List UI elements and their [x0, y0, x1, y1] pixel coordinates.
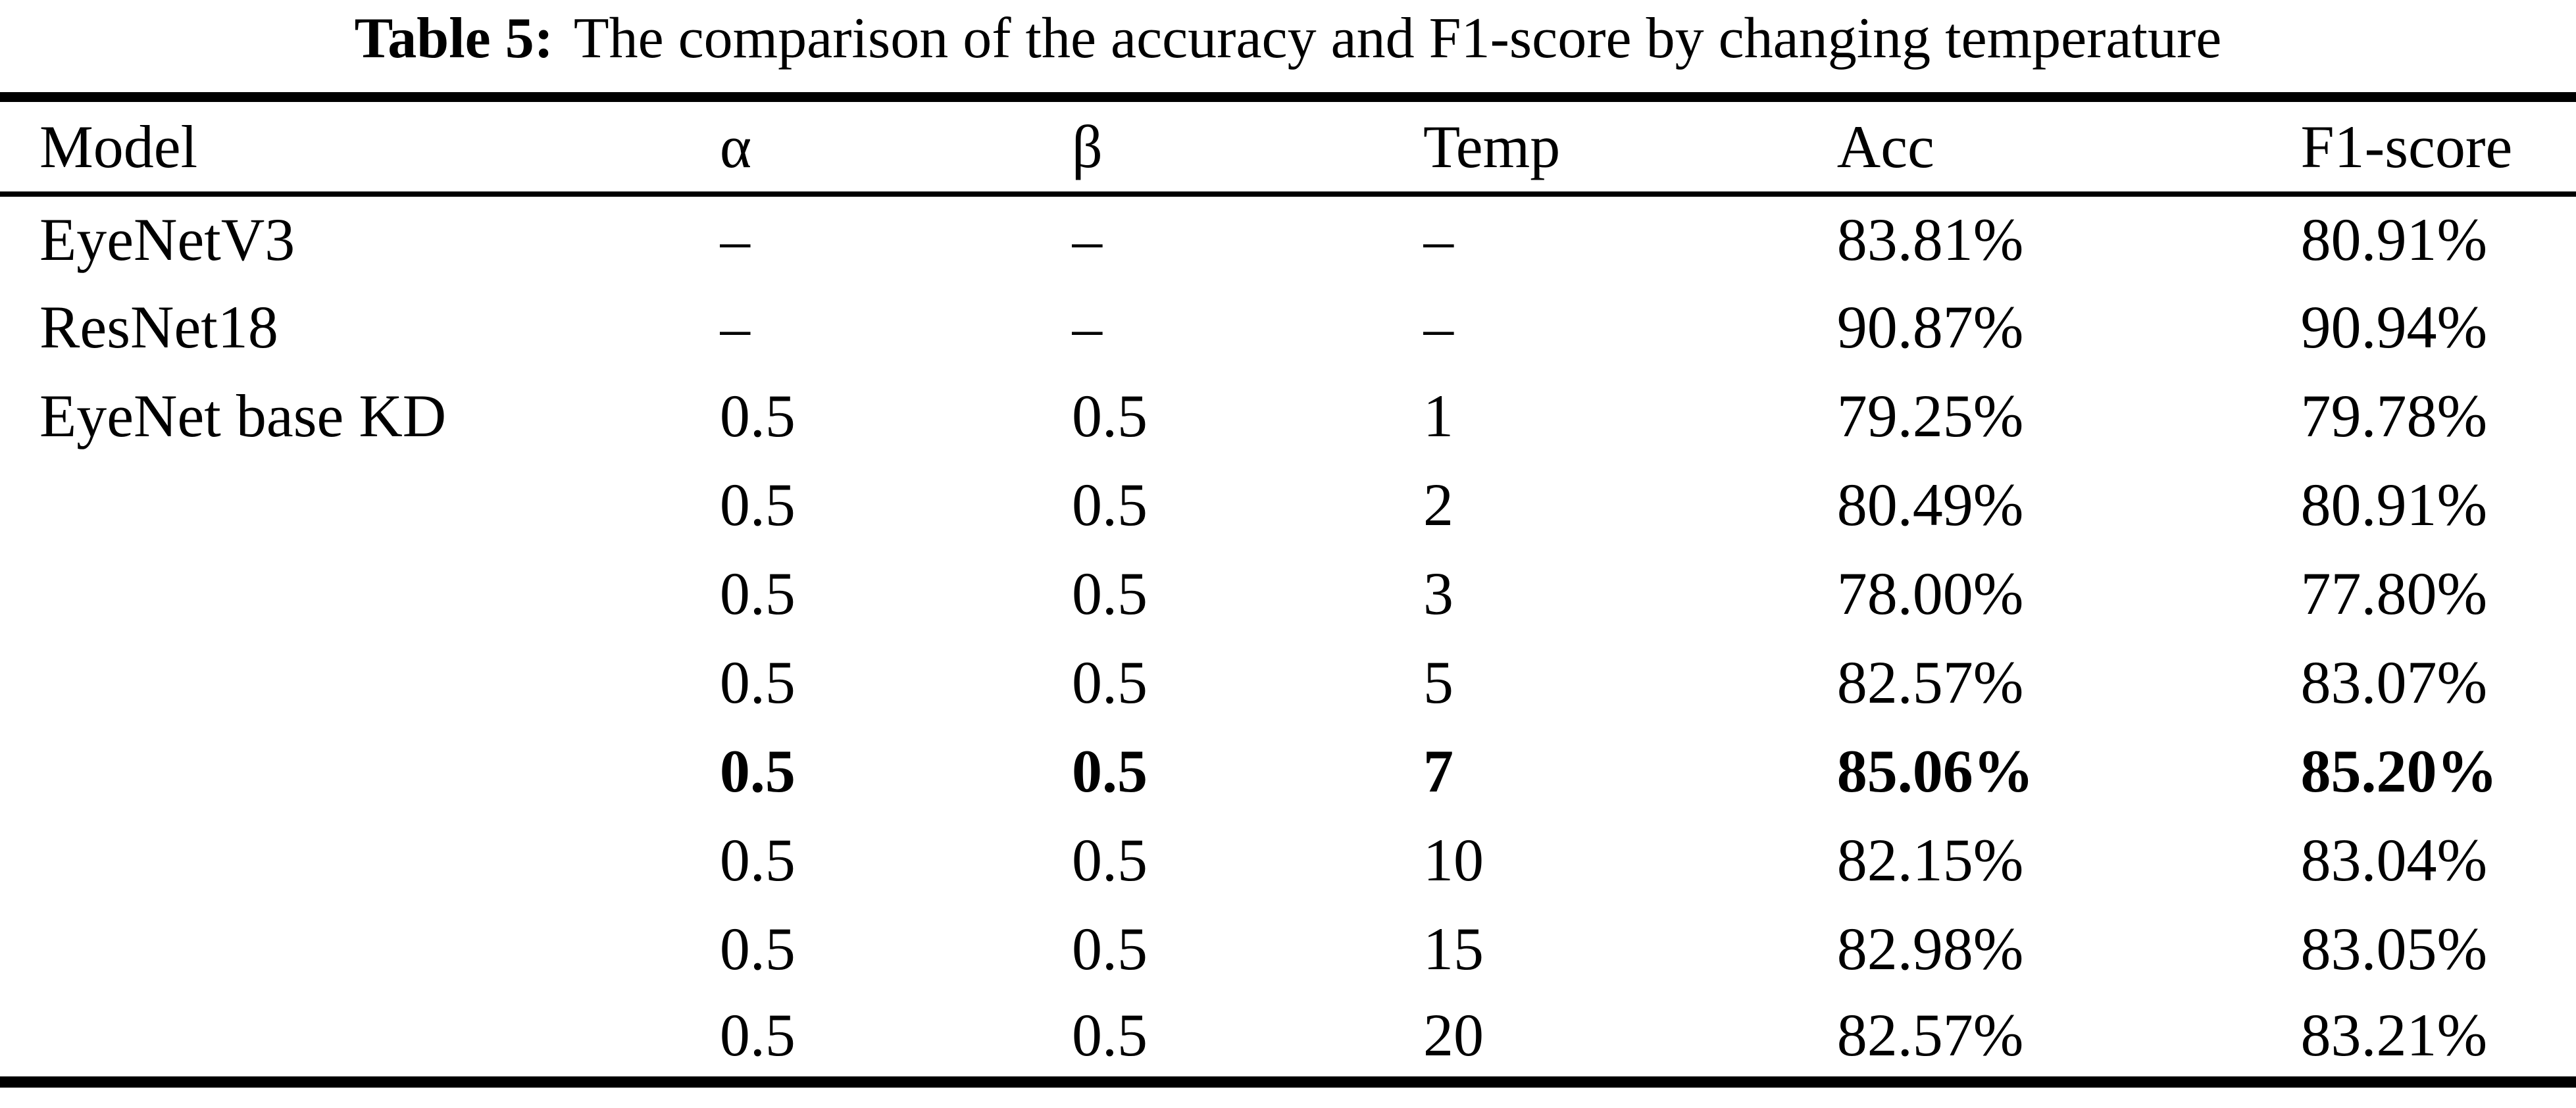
table-cell: 2 — [1423, 471, 1454, 538]
table-caption-text: The comparison of the accuracy and F1-sc… — [573, 7, 2222, 70]
table-cell: 0.5 — [1072, 826, 1148, 894]
table-cell: 1 — [1423, 382, 1454, 449]
column-header-1: α — [719, 97, 1073, 197]
table-cell: 82.57% — [1836, 1001, 2024, 1069]
table-cell: 83.07% — [2300, 649, 2488, 716]
table-cell: 80.49% — [1836, 471, 2024, 538]
table-cell: – — [719, 206, 750, 273]
table-cell: 90.87% — [1836, 293, 2024, 361]
table-cell: – — [1072, 293, 1103, 361]
table-row: 0.5 0.5 7 85.06% 85.20% — [0, 727, 2576, 816]
table-cell: 0.5 — [719, 915, 796, 982]
table-cell: 0.5 — [1072, 738, 1148, 805]
table-cell: 0.5 — [1072, 560, 1148, 627]
table-caption-label: Table 5: — [354, 7, 554, 70]
header-row: Model α β Temp Acc F1-score — [0, 97, 2576, 197]
table-cell: 0.5 — [719, 1001, 796, 1069]
table-cell: 80.91% — [2300, 471, 2488, 538]
table-cell — [0, 638, 720, 727]
table-cell: 10 — [1423, 826, 1484, 894]
table-cell: 78.00% — [1836, 560, 2024, 627]
table-cell: 80.91% — [2300, 206, 2488, 273]
table-cell: 0.5 — [719, 382, 796, 449]
table-row: 0.5 0.5 2 80.49% 80.91% — [0, 461, 2576, 549]
table-cell: 77.80% — [2300, 560, 2488, 627]
table-row: EyeNetV3 – – – 83.81% 80.91% — [0, 194, 2576, 283]
table-cell: EyeNetV3 — [39, 206, 295, 273]
table-cell — [0, 994, 720, 1082]
table-cell: 3 — [1423, 560, 1454, 627]
table-cell — [0, 816, 720, 905]
table-row: 0.5 0.5 5 82.57% 83.07% — [0, 638, 2576, 727]
table-row: EyeNet base KD 0.5 0.5 1 79.25% 79.78% — [0, 372, 2576, 461]
table-row: ResNet18 – – – 90.87% 90.94% — [0, 283, 2576, 372]
table-cell: 83.04% — [2300, 826, 2488, 894]
table-cell: 0.5 — [1072, 382, 1148, 449]
table-cell: 0.5 — [1072, 1001, 1148, 1069]
column-header-4: Acc — [1836, 97, 2301, 197]
table-cell: 5 — [1423, 649, 1454, 716]
column-header-0: Model — [0, 97, 720, 197]
table-cell: 0.5 — [1072, 915, 1148, 982]
table-body: EyeNetV3 – – – 83.81% 80.91% ResNet18 – – – 90.87%… — [0, 194, 2576, 1082]
table-cell: 0.5 — [719, 471, 796, 538]
table-row: 0.5 0.5 3 78.00% 77.80% — [0, 549, 2576, 638]
table-cell: 0.5 — [719, 738, 796, 805]
table-cell: 90.94% — [2300, 293, 2488, 361]
table-cell — [0, 905, 720, 994]
table-cell: 79.78% — [2300, 382, 2488, 449]
table-header: Model α β Temp Acc F1-score — [0, 97, 2576, 197]
column-header-2: β — [1072, 97, 1424, 197]
table-cell: – — [1423, 206, 1454, 273]
table-cell: 85.20% — [2300, 738, 2498, 805]
table-cell — [0, 461, 720, 549]
results-table: Model α β Temp Acc F1-score EyeNetV3 – – – 83.81%… — [0, 92, 2576, 1088]
table-cell: 0.5 — [719, 649, 796, 716]
table-cell: 82.98% — [1836, 915, 2024, 982]
table-row: 0.5 0.5 10 82.15% 83.04% — [0, 816, 2576, 905]
table-cell: 0.5 — [719, 560, 796, 627]
table-cell: 20 — [1423, 1001, 1484, 1069]
table-cell: 7 — [1423, 738, 1454, 805]
table-cell: 82.57% — [1836, 649, 2024, 716]
table-cell: – — [1072, 206, 1103, 273]
table-cell: 83.81% — [1836, 206, 2024, 273]
table-cell — [0, 549, 720, 638]
table-cell: 0.5 — [719, 826, 796, 894]
table-cell: 15 — [1423, 915, 1484, 982]
table-cell: 0.5 — [1072, 471, 1148, 538]
table-cell: 83.21% — [2300, 1001, 2488, 1069]
table-cell: ResNet18 — [39, 293, 278, 361]
table-cell: 82.15% — [1836, 826, 2024, 894]
table-cell: – — [1423, 293, 1454, 361]
table-cell: EyeNet base KD — [39, 382, 447, 449]
column-header-3: Temp — [1423, 97, 1837, 197]
table-cell — [0, 727, 720, 816]
table-cell: 0.5 — [1072, 649, 1148, 716]
table-cell: 79.25% — [1836, 382, 2024, 449]
table-row: 0.5 0.5 15 82.98% 83.05% — [0, 905, 2576, 994]
table-cell: 83.05% — [2300, 915, 2488, 982]
table-caption: Table 5: The comparison of the accuracy a… — [0, 0, 2576, 92]
table-row: 0.5 0.5 20 82.57% 83.21% — [0, 994, 2576, 1082]
table-cell: – — [719, 293, 750, 361]
table-cell: 85.06% — [1836, 738, 2034, 805]
column-header-5: F1-score — [2300, 97, 2576, 197]
